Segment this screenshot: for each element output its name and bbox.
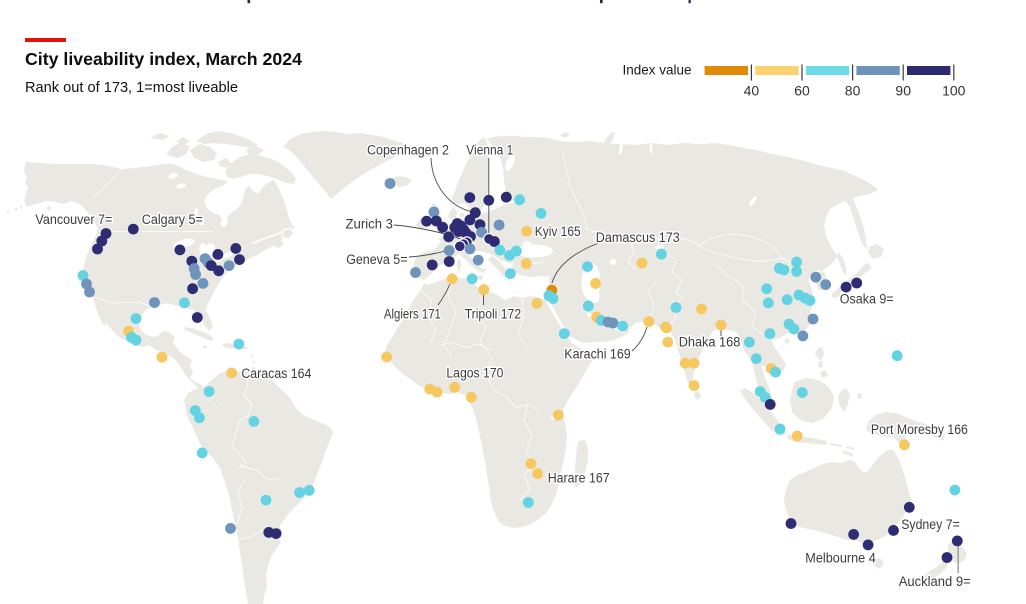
- svg-text:60: 60: [794, 83, 810, 99]
- svg-text:Calgary 5=: Calgary 5=: [142, 212, 203, 227]
- svg-text:Vancouver 7=: Vancouver 7=: [35, 212, 112, 227]
- svg-text:40: 40: [744, 83, 760, 99]
- svg-text:100: 100: [942, 83, 966, 99]
- svg-text:Auckland 9=: Auckland 9=: [899, 574, 971, 589]
- svg-text:Karachi 169: Karachi 169: [564, 347, 630, 362]
- svg-text:Index value: Index value: [623, 62, 692, 78]
- svg-text:Rank out of 173, 1=most liveab: Rank out of 173, 1=most liveable: [25, 79, 238, 96]
- svg-text:Caracas 164: Caracas 164: [241, 366, 311, 381]
- svg-text:Damascus 173: Damascus 173: [596, 230, 680, 245]
- svg-text:Tripoli 172: Tripoli 172: [465, 307, 521, 322]
- svg-text:Geneva 5=: Geneva 5=: [346, 252, 407, 267]
- svg-text:City liveability index, March: City liveability index, March 2024: [25, 49, 302, 69]
- svg-text:80: 80: [845, 83, 861, 99]
- svg-text:Lagos 170: Lagos 170: [446, 366, 503, 381]
- svg-text:Harare 167: Harare 167: [548, 471, 610, 486]
- svg-text:Vienna 1: Vienna 1: [466, 143, 513, 158]
- svg-text:Algiers 171: Algiers 171: [384, 307, 441, 322]
- svg-text:Osaka 9=: Osaka 9=: [840, 292, 894, 307]
- svg-text:Port Moresby 166: Port Moresby 166: [871, 422, 968, 437]
- svg-text:Kyiv 165: Kyiv 165: [535, 224, 581, 239]
- svg-text:Zurich 3: Zurich 3: [346, 217, 394, 232]
- svg-text:Sydney 7=: Sydney 7=: [901, 517, 960, 532]
- svg-text:Melbourne 4: Melbourne 4: [805, 551, 876, 566]
- svg-text:Copenhagen 2: Copenhagen 2: [367, 143, 449, 158]
- svg-text:90: 90: [895, 83, 911, 99]
- svg-text:Dhaka 168: Dhaka 168: [679, 335, 741, 350]
